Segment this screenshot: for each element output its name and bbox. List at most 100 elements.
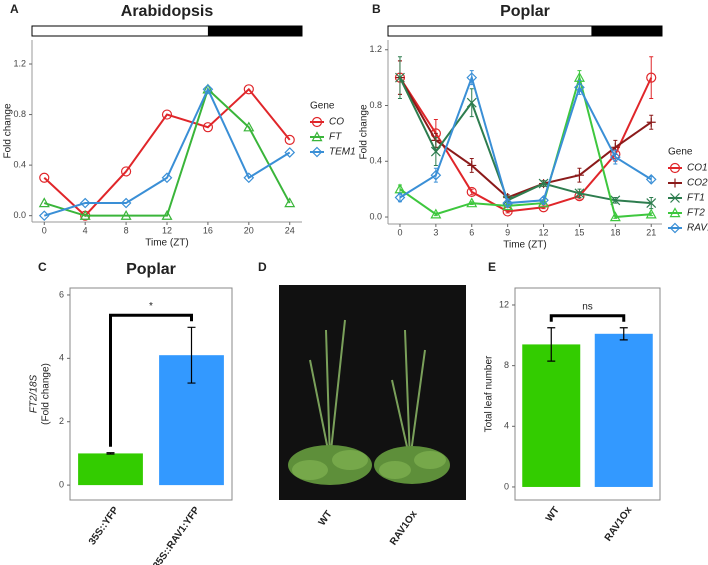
error-bar — [547, 327, 556, 362]
marker — [670, 178, 680, 188]
marker — [120, 166, 132, 177]
x-tick-label: 21 — [646, 227, 656, 237]
marker — [645, 208, 657, 219]
panel-letter: C — [38, 260, 47, 274]
legend-label: FT2 — [687, 208, 705, 219]
dark-bar — [207, 26, 302, 36]
series-line — [399, 73, 652, 219]
x-tick-label: 6 — [469, 227, 474, 237]
marker — [645, 174, 657, 185]
series-line — [399, 74, 652, 205]
y-tick-label: 0 — [59, 479, 64, 489]
marker — [669, 222, 681, 234]
photo-label: RAV1Ox — [388, 509, 420, 548]
y-axis-label: FT2/18S — [29, 375, 40, 414]
legend-label: CO — [329, 117, 344, 128]
marker — [311, 116, 323, 128]
significance-label: * — [149, 301, 153, 312]
panel-letter: D — [258, 260, 267, 274]
y-axis-label: Total leaf number — [484, 355, 495, 432]
photo-label: WT — [317, 509, 335, 528]
plants — [288, 319, 450, 485]
marker — [466, 72, 478, 83]
marker — [430, 169, 442, 181]
marker — [430, 208, 442, 219]
marker — [202, 122, 214, 133]
marker — [311, 131, 323, 142]
y-tick-label: 0.4 — [369, 156, 382, 166]
marker — [669, 207, 681, 218]
plot-frame — [514, 287, 661, 501]
legend-label: FT — [329, 132, 342, 143]
marker — [502, 197, 513, 209]
y-tick-label: 0.0 — [369, 211, 382, 221]
x-tick-label: 0 — [397, 227, 402, 237]
x-tick-label: 16 — [203, 225, 213, 235]
x-tick-label: 35S::YFP — [87, 505, 121, 548]
marker — [120, 197, 132, 209]
x-axis-label: Time (ZT) — [145, 238, 189, 249]
x-tick-label: 35S::RAV1:YFP — [151, 505, 202, 565]
marker — [161, 209, 173, 220]
x-axis-label: Time (ZT) — [503, 240, 547, 251]
marker — [394, 192, 406, 203]
series-line — [43, 86, 291, 217]
y-tick-label: 0.8 — [13, 109, 26, 119]
marker — [646, 198, 657, 209]
marker — [284, 134, 295, 145]
y-tick-label: 4 — [59, 353, 64, 363]
marker — [538, 178, 549, 189]
legend-label: FT1 — [687, 193, 705, 204]
plot-frame — [69, 287, 233, 501]
y-axis-label: Fold change — [359, 104, 370, 159]
legend-title: Gene — [310, 101, 335, 112]
y-tick-label: 1.2 — [369, 44, 382, 54]
x-tick-label: 24 — [285, 225, 295, 235]
marker — [395, 72, 405, 83]
y-tick-label: 2 — [59, 416, 64, 426]
marker — [646, 72, 657, 83]
x-tick-label: 18 — [610, 227, 620, 237]
x-tick-label: 0 — [42, 225, 47, 235]
marker — [311, 146, 323, 158]
marker — [243, 84, 254, 95]
marker — [646, 117, 656, 127]
marker — [38, 210, 50, 222]
error-bar — [649, 56, 654, 100]
marker — [466, 186, 477, 198]
marker — [39, 172, 50, 183]
marker — [161, 172, 173, 184]
legend-label: CO1 — [687, 163, 708, 174]
x-tick-label: 3 — [433, 227, 438, 237]
significance-label: ns — [582, 301, 593, 312]
marker — [284, 147, 296, 158]
marker — [243, 172, 255, 184]
marker — [467, 160, 477, 170]
error-bar — [619, 327, 628, 341]
y-tick-label: 0.0 — [13, 210, 26, 220]
x-tick-label: 15 — [574, 227, 584, 237]
y-tick-label: 6 — [59, 289, 64, 299]
marker — [79, 197, 91, 209]
bar — [522, 344, 581, 487]
marker — [574, 188, 585, 199]
y-tick-label: 0 — [504, 481, 509, 491]
marker — [202, 83, 214, 95]
dark-bar — [591, 26, 662, 36]
panel-letter: E — [488, 260, 496, 274]
marker — [430, 146, 441, 157]
marker — [609, 211, 621, 222]
x-tick-label: 20 — [244, 225, 254, 235]
marker — [120, 209, 132, 220]
y-tick-label: 12 — [499, 299, 509, 309]
error-bar — [469, 188, 474, 196]
series-line — [43, 87, 291, 218]
marker — [38, 197, 50, 208]
significance-bracket — [109, 313, 193, 447]
y-tick-label: 8 — [504, 360, 509, 370]
chart-title: Poplar — [500, 3, 550, 20]
error-bar — [106, 452, 115, 455]
marker — [466, 97, 477, 108]
marker — [574, 82, 585, 93]
